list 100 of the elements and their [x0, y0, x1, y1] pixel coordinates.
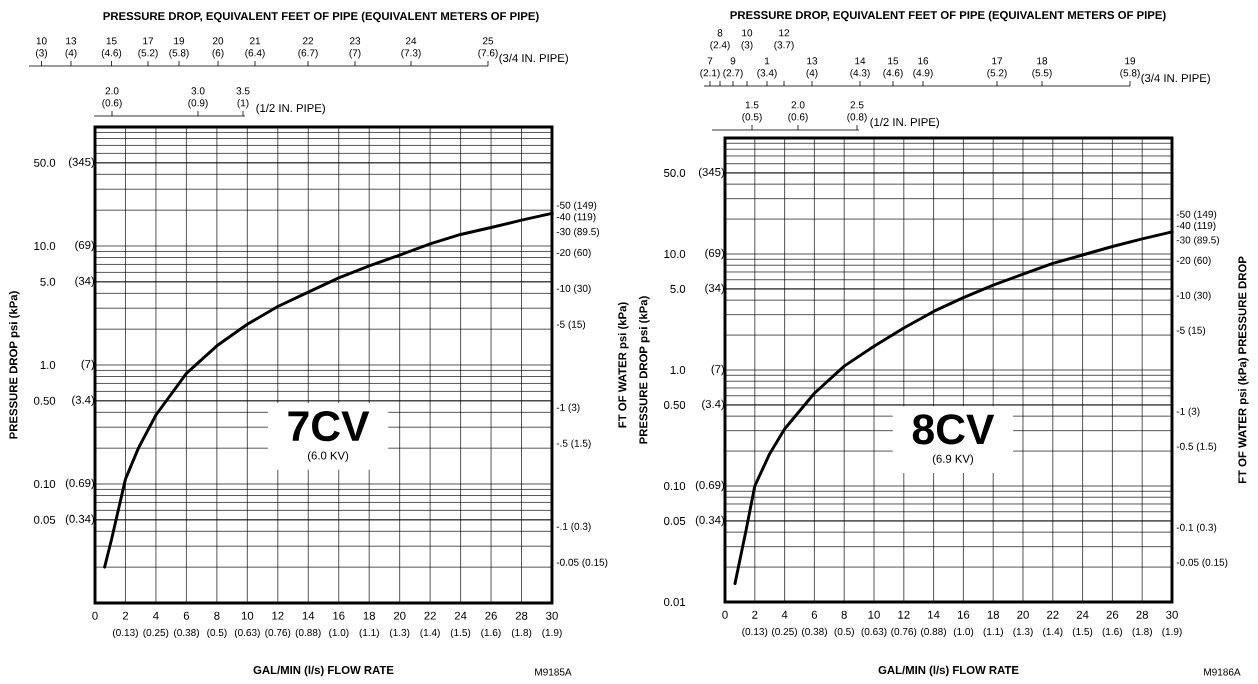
y-tick-label: 0.10: [34, 479, 56, 488]
y-axis-title: PRESSURE DROP psi (kPa): [639, 296, 650, 444]
text: 10 (3): [36, 37, 47, 59]
text: (1/2 IN. PIPE): [256, 103, 325, 115]
text: 17 (5.2): [138, 37, 158, 59]
text: (34): [75, 276, 95, 288]
text: 24 (7.3): [401, 37, 421, 59]
text: 9 (2.7): [723, 57, 743, 79]
y-tick-label: 0.50: [34, 396, 56, 405]
text: 15 (4.6): [101, 37, 122, 59]
text: 2.0 (0.6): [788, 101, 808, 123]
x2-tick-label: (0.88): [921, 627, 946, 638]
text: -10 (30): [556, 284, 591, 294]
text: (345): [698, 167, 725, 179]
x2-tick-label: (0.5): [207, 628, 227, 639]
y-tick-label: 5.0: [670, 284, 686, 293]
x-tick-label: 0: [92, 611, 98, 620]
y-tick-label: 10.0: [34, 241, 56, 250]
text: (69): [705, 248, 725, 260]
x2-tick-label: (0.63): [861, 627, 887, 638]
text: 21 (6.4): [245, 37, 265, 59]
x-tick-label: 8: [841, 610, 847, 619]
text: 2.0 (0.6): [102, 87, 122, 109]
x2-tick-label: (1.0): [953, 627, 974, 638]
x-tick-label: 4: [781, 610, 788, 619]
text: -30 (89.5): [1176, 236, 1219, 246]
text: (0.34): [695, 515, 725, 527]
text: 14 (4.3): [850, 57, 870, 79]
text: -50 (149): [1176, 210, 1217, 220]
y-tick-label: 1.0: [40, 360, 56, 369]
text: -20 (60): [556, 248, 591, 259]
text: 1 (3.4): [757, 57, 777, 79]
text: 10 (3): [741, 29, 753, 51]
x-tick-label: 30: [1166, 610, 1178, 619]
text: 15 (4.6): [883, 57, 903, 79]
text: -5 (15): [1176, 326, 1206, 336]
x2-tick-label: (1.9): [1162, 627, 1182, 638]
y-tick-label: 0.01: [664, 598, 686, 607]
x2-tick-label: (1.8): [1132, 627, 1152, 638]
x-tick-label: 6: [811, 610, 818, 619]
text: 17 (5.2): [987, 57, 1007, 79]
annotation: (6.9 KV): [932, 454, 974, 465]
x-tick-label: 26: [1106, 610, 1119, 619]
text: 13 (4): [65, 37, 77, 59]
x2-tick-label: (1.5): [450, 628, 471, 639]
x-axis-title: GAL/MIN (l/s) FLOW RATE: [253, 665, 394, 677]
x-tick-label: 2: [752, 610, 758, 619]
text: (69): [75, 240, 95, 252]
text: 20 (6): [212, 37, 224, 59]
x2-tick-label: (0.76): [891, 627, 917, 638]
text: 8 (2.4): [710, 29, 730, 51]
x2-tick-label: (0.25): [143, 628, 169, 639]
text: (34): [705, 283, 725, 295]
text: 18 (5.5): [1032, 57, 1052, 79]
x2-tick-label: (1.6): [1102, 627, 1122, 638]
x2-tick-label: (1.3): [390, 628, 410, 639]
x-tick-label: 28: [515, 611, 528, 620]
text: 13 (4): [806, 57, 818, 79]
text: -1 (3): [556, 403, 580, 413]
x2-tick-label: (0.76): [265, 628, 291, 639]
x2-tick-label: (0.38): [802, 627, 827, 638]
x2-tick-label: (1.8): [511, 628, 532, 639]
annotation: 8CV: [912, 414, 995, 445]
text: -1 (3): [1176, 407, 1200, 417]
x-tick-label: 20: [393, 611, 406, 620]
x-tick-label: 0: [722, 610, 728, 619]
text: -0.05 (0.15): [556, 558, 608, 568]
text: 3.5 (1): [236, 87, 250, 109]
text: -.1 (0.3): [556, 522, 591, 532]
text: -.5 (1.5): [556, 439, 591, 449]
x2-tick-label: (0.88): [295, 628, 321, 639]
x-tick-label: 22: [1047, 610, 1059, 619]
x-tick-label: 28: [1136, 610, 1149, 619]
text: (0.69): [65, 478, 95, 490]
x2-tick-label: (0.38): [174, 628, 199, 639]
text: -50 (149): [556, 201, 597, 211]
text: -30 (89.5): [556, 227, 599, 238]
x-tick-label: 16: [957, 610, 970, 619]
text: -0.5 (1.5): [1176, 442, 1217, 452]
text: 2.5 (0.8): [847, 101, 867, 123]
text: -20 (60): [1176, 256, 1211, 266]
x-tick-label: 24: [1076, 610, 1089, 619]
text: 1.5 (0.5): [742, 101, 762, 123]
x-tick-label: 14: [928, 610, 940, 619]
x-tick-label: 6: [183, 611, 190, 620]
text: (0.34): [65, 514, 95, 526]
text: 16 (4.9): [913, 57, 933, 79]
y-tick-label: 1.0: [670, 366, 686, 375]
text: 22 (6.7): [298, 37, 318, 59]
y-axis-title: PRESSURE DROP psi (kPa): [9, 291, 20, 439]
x-axis-title: GAL/MIN (l/s) FLOW RATE: [878, 665, 1019, 677]
chart-title: PRESSURE DROP, EQUIVALENT FEET OF PIPE (EQUIVALENT METERS OF PIPE): [730, 10, 1166, 22]
text: (7): [711, 364, 725, 376]
y-tick-label: 10.0: [664, 250, 686, 259]
x2-tick-label: (1.4): [1043, 627, 1063, 638]
x2-tick-label: (0.13): [742, 627, 768, 638]
x2-tick-label: (0.5): [834, 627, 854, 638]
text: -5 (15): [556, 320, 586, 330]
text: (3/4 IN. PIPE): [499, 53, 568, 65]
x-tick-label: 26: [485, 611, 497, 620]
